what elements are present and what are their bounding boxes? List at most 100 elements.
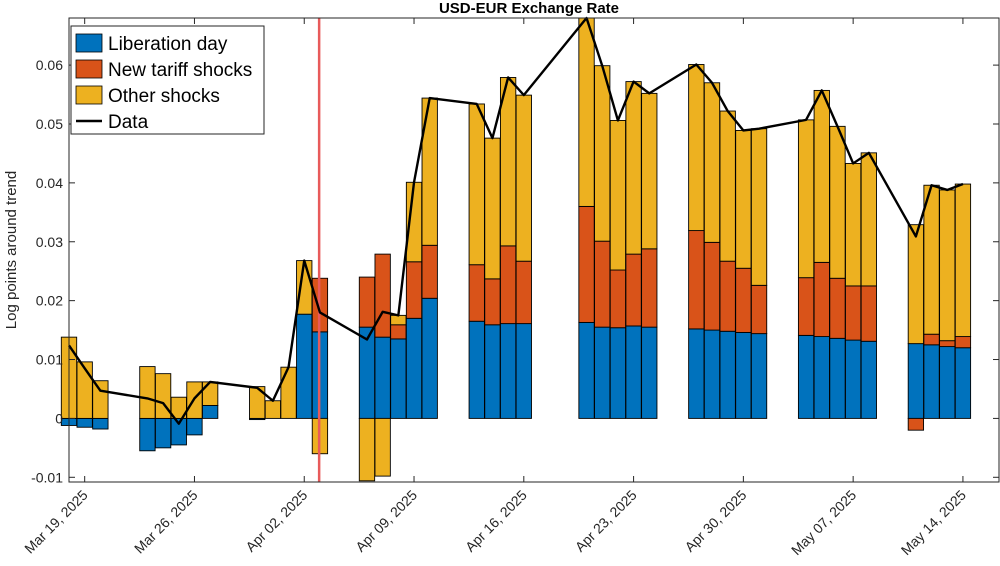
legend-label-liberation-day: Liberation day bbox=[108, 34, 228, 55]
bar-segment-other-shocks-7 bbox=[202, 381, 219, 406]
y-tick-label: -0.01 bbox=[31, 469, 63, 485]
bar-segment-liberation-day-20 bbox=[499, 323, 517, 419]
bar-segment-liberation-day-2 bbox=[92, 417, 109, 430]
bar-segment-liberation-day-30 bbox=[735, 331, 752, 419]
bar-segment-liberation-day-29 bbox=[719, 330, 736, 419]
bar-segment-new-tariff-shocks-19 bbox=[484, 278, 501, 326]
bar-segment-other-shocks-40 bbox=[954, 183, 972, 338]
legend-label-new-tariff-shocks: New tariff shocks bbox=[108, 60, 252, 81]
bar-segment-new-tariff-shocks-26 bbox=[641, 248, 658, 328]
legend-label-data: Data bbox=[108, 112, 149, 133]
bar-segment-liberation-day-38 bbox=[923, 344, 940, 419]
bar-segment-liberation-day-19 bbox=[484, 324, 501, 419]
x-tick-label: Apr 02, 2025 bbox=[242, 487, 310, 555]
bar-segment-liberation-day-17 bbox=[421, 297, 438, 419]
x-tick-label: May 14, 2025 bbox=[898, 487, 969, 558]
bar-segment-new-tariff-shocks-36 bbox=[860, 285, 877, 342]
y-tick-label: 0.06 bbox=[36, 57, 63, 73]
bar-segment-other-shocks-18 bbox=[468, 103, 485, 266]
y-tick-label: 0.03 bbox=[36, 234, 63, 250]
bar-segment-new-tariff-shocks-21 bbox=[515, 260, 532, 325]
legend-box bbox=[70, 25, 265, 135]
x-tick-label: Mar 26, 2025 bbox=[131, 487, 201, 557]
x-tick-label: May 07, 2025 bbox=[788, 487, 859, 558]
bar-segment-new-tariff-shocks-23 bbox=[594, 240, 611, 328]
bar-segment-new-tariff-shocks-33 bbox=[813, 261, 830, 338]
x-tick-label: Mar 19, 2025 bbox=[21, 487, 91, 557]
bar-segment-liberation-day-21 bbox=[515, 323, 532, 419]
bar-segment-other-shocks-35 bbox=[845, 162, 862, 287]
bar-segment-liberation-day-33 bbox=[813, 336, 830, 419]
bars-layer bbox=[60, 17, 972, 482]
bar-segment-new-tariff-shocks-20 bbox=[499, 245, 517, 325]
bar-segment-liberation-day-24 bbox=[609, 327, 627, 419]
bar-segment-liberation-day-27 bbox=[688, 328, 705, 419]
bar-segment-liberation-day-18 bbox=[468, 320, 485, 419]
y-tick-label: 0.01 bbox=[36, 352, 63, 368]
chart-title: USD-EUR Exchange Rate bbox=[439, 0, 619, 17]
bar-segment-liberation-day-23 bbox=[594, 326, 611, 419]
bar-segment-liberation-day-28 bbox=[703, 329, 721, 419]
y-axis-label: Log points around trend bbox=[3, 171, 20, 329]
legend-label-other-shocks: Other shocks bbox=[108, 86, 220, 107]
bar-segment-other-shocks-13 bbox=[358, 417, 376, 482]
bar-segment-liberation-day-16 bbox=[405, 317, 423, 419]
bar-segment-other-shocks-10 bbox=[280, 366, 297, 419]
data-line bbox=[68, 16, 964, 425]
bar-segment-new-tariff-shocks-38 bbox=[923, 333, 940, 346]
bar-segment-new-tariff-shocks-32 bbox=[797, 277, 815, 336]
bar-segment-liberation-day-35 bbox=[845, 339, 862, 419]
bar-segment-other-shocks-39 bbox=[939, 189, 956, 342]
y-tick-label: 0.05 bbox=[36, 116, 63, 132]
bar-segment-new-tariff-shocks-34 bbox=[829, 277, 846, 339]
bar-segment-liberation-day-14 bbox=[374, 336, 391, 419]
bar-segment-other-shocks-33 bbox=[813, 89, 830, 263]
bar-segment-new-tariff-shocks-39 bbox=[939, 340, 956, 348]
bar-segment-other-shocks-38 bbox=[923, 184, 940, 335]
x-tick-label: Apr 23, 2025 bbox=[572, 487, 640, 555]
bar-segment-new-tariff-shocks-30 bbox=[735, 267, 752, 333]
y-tick-label: 0.04 bbox=[36, 175, 63, 191]
bar-segment-liberation-day-32 bbox=[797, 334, 815, 419]
bar-segment-other-shocks-27 bbox=[688, 64, 705, 232]
bar-segment-liberation-day-22 bbox=[578, 321, 595, 419]
bar-segment-liberation-day-34 bbox=[829, 337, 846, 419]
y-tick-label: 0.02 bbox=[36, 293, 63, 309]
bar-segment-other-shocks-26 bbox=[641, 92, 658, 250]
legend-swatch-new-tariff-shocks bbox=[75, 59, 103, 79]
bar-segment-other-shocks-21 bbox=[515, 94, 532, 262]
bar-segment-new-tariff-shocks-28 bbox=[703, 241, 721, 331]
bar-segment-new-tariff-shocks-16 bbox=[405, 261, 423, 319]
bar-segment-other-shocks-22 bbox=[578, 17, 595, 207]
bar-segment-other-shocks-31 bbox=[750, 128, 768, 286]
bar-segment-liberation-day-39 bbox=[939, 346, 956, 419]
bar-segment-liberation-day-37 bbox=[907, 343, 925, 419]
bar-segment-liberation-day-36 bbox=[860, 340, 877, 419]
bar-segment-new-tariff-shocks-17 bbox=[421, 244, 438, 299]
bar-segment-other-shocks-3 bbox=[139, 366, 156, 419]
bar-segment-new-tariff-shocks-14 bbox=[374, 253, 391, 338]
bar-segment-new-tariff-shocks-22 bbox=[578, 205, 595, 323]
bar-segment-liberation-day-7 bbox=[202, 405, 219, 419]
bar-segment-liberation-day-40 bbox=[954, 347, 972, 419]
bar-segment-other-shocks-17 bbox=[421, 97, 438, 246]
bar-segment-other-shocks-32 bbox=[797, 119, 815, 279]
plot-frame bbox=[68, 17, 1000, 483]
bar-segment-liberation-day-25 bbox=[625, 325, 642, 419]
bar-segment-other-shocks-9 bbox=[264, 400, 282, 419]
x-tick-label: Apr 16, 2025 bbox=[462, 487, 530, 555]
bar-segment-new-tariff-shocks-40 bbox=[954, 336, 972, 349]
bar-segment-new-tariff-shocks-24 bbox=[609, 269, 627, 329]
bar-segment-liberation-day-15 bbox=[390, 338, 407, 419]
bar-segment-other-shocks-29 bbox=[719, 110, 736, 262]
bar-segment-other-shocks-25 bbox=[625, 81, 642, 255]
bar-segment-liberation-day-1 bbox=[76, 417, 93, 428]
bar-segment-new-tariff-shocks-31 bbox=[750, 284, 768, 335]
bar-segment-liberation-day-26 bbox=[641, 326, 658, 419]
bar-segment-other-shocks-28 bbox=[703, 82, 721, 243]
bar-segment-liberation-day-4 bbox=[154, 417, 172, 449]
bar-segment-new-tariff-shocks-15 bbox=[390, 324, 407, 340]
bar-segment-new-tariff-shocks-13 bbox=[358, 276, 376, 328]
bar-segment-liberation-day-3 bbox=[139, 417, 156, 452]
bar-segment-new-tariff-shocks-25 bbox=[625, 253, 642, 327]
